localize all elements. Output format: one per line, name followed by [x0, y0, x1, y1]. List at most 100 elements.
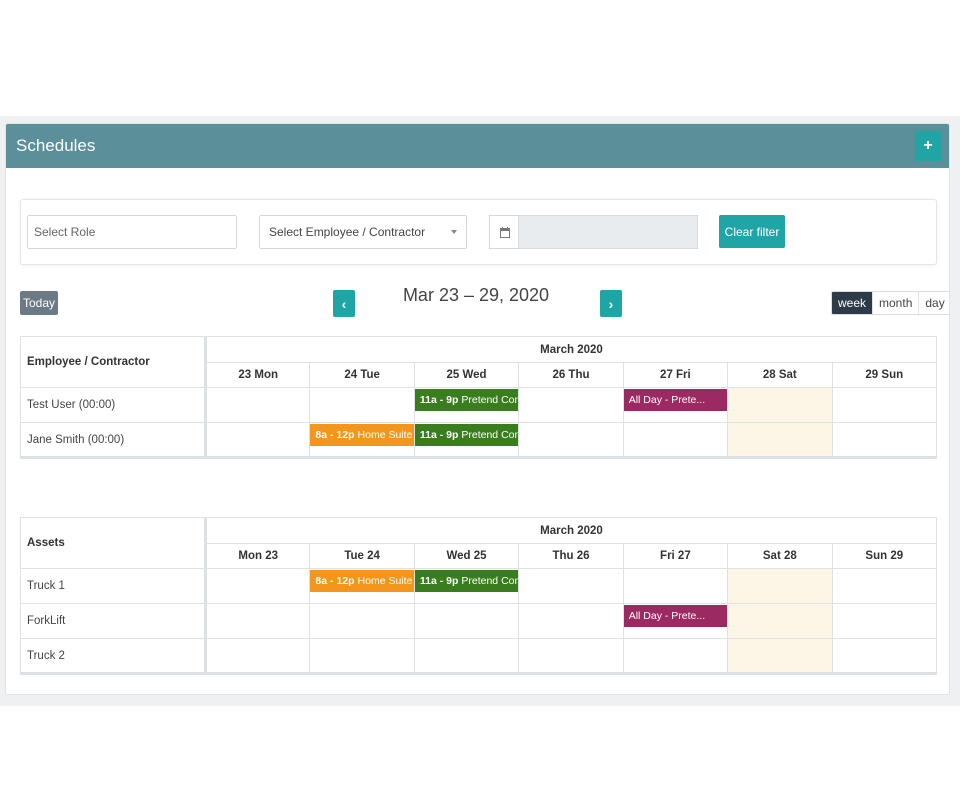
asset-row: Truck 2 [20, 638, 938, 674]
view-day-button[interactable]: day [919, 292, 949, 314]
page-title: Schedules [16, 136, 96, 155]
day-cell[interactable]: All Day - Prete... [622, 387, 729, 423]
day-cell[interactable] [518, 603, 624, 639]
event-time: 11a - 9p [419, 394, 459, 406]
day-cell[interactable] [204, 638, 311, 674]
asset-row-label: Truck 1 [20, 568, 207, 604]
next-week-button[interactable]: › [600, 290, 622, 317]
day-header: 29 Sun [831, 362, 938, 388]
day-cell[interactable] [518, 387, 624, 423]
clear-filter-button[interactable]: Clear filter [719, 215, 785, 248]
day-cell[interactable] [727, 638, 833, 674]
view-switcher: week month day [831, 291, 949, 315]
day-cell[interactable] [831, 568, 938, 604]
day-header: 26 Thu [518, 362, 624, 388]
view-week-button[interactable]: week [832, 292, 874, 314]
event-title: Home Suite 2 [357, 575, 414, 587]
event-title: Home Suite 2 [357, 429, 414, 441]
add-schedule-button[interactable]: + [915, 131, 941, 161]
event-title: Pretend Comp... [461, 575, 518, 587]
day-header: Sat 28 [727, 543, 833, 569]
day-cell[interactable] [204, 422, 311, 458]
event-time: 8a - 12p [315, 575, 355, 587]
date-range-input[interactable] [518, 215, 698, 249]
event-title: Pretend Comp... [461, 394, 518, 406]
day-header: 27 Fri [622, 362, 729, 388]
day-cell[interactable] [831, 387, 938, 423]
day-cell[interactable] [727, 387, 833, 423]
day-cell[interactable] [727, 603, 833, 639]
day-header: Fri 27 [622, 543, 729, 569]
day-cell[interactable] [309, 387, 415, 423]
employee-select[interactable]: Select Employee / Contractor [259, 215, 467, 249]
day-cell[interactable] [727, 568, 833, 604]
asset-column-header: Assets [20, 517, 207, 569]
day-cell[interactable] [831, 603, 938, 639]
day-header: 25 Wed [413, 362, 520, 388]
day-header: Mon 23 [204, 543, 311, 569]
day-cell[interactable] [204, 387, 311, 423]
event-title: All Day - Prete... [628, 610, 706, 622]
day-cell[interactable] [413, 603, 520, 639]
day-cell[interactable] [622, 422, 729, 458]
day-header: Sun 29 [831, 543, 938, 569]
day-cell[interactable] [309, 603, 415, 639]
event-block[interactable]: All Day - Prete... [623, 605, 728, 627]
schedules-panel: Schedules + Select Role Select Employee … [5, 123, 950, 695]
day-header: 28 Sat [727, 362, 833, 388]
month-header: March 2020 [205, 517, 937, 544]
day-cell[interactable] [204, 568, 311, 604]
event-time: 11a - 9p [419, 429, 459, 441]
day-cell[interactable] [309, 638, 415, 674]
employee-select-value: Select Employee / Contractor [269, 225, 426, 239]
event-title: All Day - Prete... [628, 394, 706, 406]
day-cell[interactable] [204, 603, 311, 639]
panel-header: Schedules + [6, 124, 949, 168]
day-cell[interactable] [831, 422, 938, 458]
day-header: 24 Tue [309, 362, 415, 388]
day-cell[interactable] [727, 422, 833, 458]
calendar-icon[interactable] [489, 215, 519, 249]
asset-row: ForkLift All Day - Prete... [20, 603, 938, 639]
event-time: 8a - 12p [315, 429, 355, 441]
event-time: 11a - 9p [419, 575, 459, 587]
day-cell[interactable] [518, 422, 624, 458]
day-header: 23 Mon [204, 362, 311, 388]
day-cell[interactable] [622, 638, 729, 674]
asset-row-label: Truck 2 [20, 638, 207, 674]
employee-row-label: Test User (00:00) [20, 387, 207, 423]
date-range-title: Mar 23 – 29, 2020 [402, 285, 550, 305]
asset-row-label: ForkLift [20, 603, 207, 639]
day-cell[interactable]: All Day - Prete... [622, 603, 729, 639]
employee-row-label: Jane Smith (00:00) [20, 422, 207, 458]
day-cell[interactable] [518, 568, 624, 604]
filter-bar: Select Role Select Employee / Contractor… [20, 199, 937, 265]
day-cell[interactable] [622, 568, 729, 604]
day-cell[interactable] [831, 638, 938, 674]
event-title: Pretend Comp... [461, 429, 518, 441]
employee-schedule-table: Employee / Contractor March 2020 23 Mon 2… [20, 336, 938, 459]
chevron-down-icon [451, 230, 457, 234]
role-input[interactable]: Select Role [27, 215, 237, 249]
today-button[interactable]: Today [20, 291, 58, 315]
day-cell[interactable] [518, 638, 624, 674]
event-block[interactable]: All Day - Prete... [623, 389, 728, 411]
day-cell[interactable] [413, 638, 520, 674]
day-header: Wed 25 [413, 543, 520, 569]
prev-week-button[interactable]: ‹ [333, 290, 355, 317]
day-header: Thu 26 [518, 543, 624, 569]
view-month-button[interactable]: month [873, 292, 920, 314]
